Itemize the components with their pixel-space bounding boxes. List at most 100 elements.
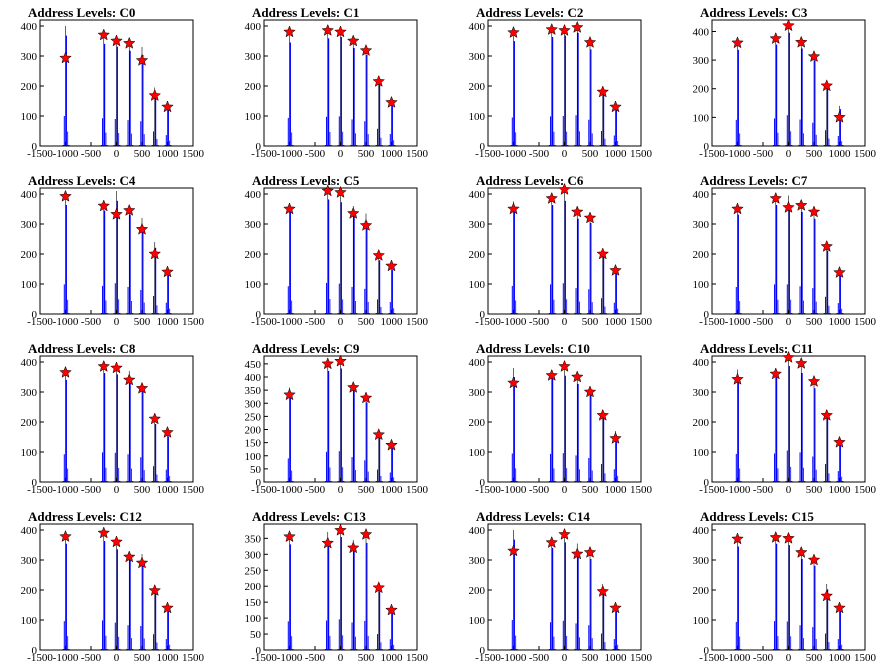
peak-marker-star: [570, 370, 584, 383]
histogram-peak: [612, 269, 620, 314]
histogram-peak: [587, 551, 594, 650]
y-tick-label: 100: [693, 615, 710, 627]
y-tick-label: 400: [21, 21, 38, 33]
peak-marker-star: [334, 354, 347, 367]
x-tick-label: 1000: [829, 148, 852, 160]
y-tick-label: 200: [469, 417, 486, 429]
chart-panel: Address Levels: C10 0 100 200 300 400 -1500 -10…: [448, 336, 672, 504]
x-tick-label: 500: [806, 484, 823, 496]
y-tick-label: 200: [21, 417, 38, 429]
histogram-peak: [798, 363, 806, 482]
x-tick-label: 0: [114, 652, 120, 664]
histogram-peak: [587, 215, 594, 314]
chart-title: Address Levels: C14: [476, 509, 590, 524]
chart-title: Address Levels: C3: [700, 5, 808, 20]
peak-marker-star: [283, 25, 296, 38]
x-tick-label: -1000: [53, 316, 79, 328]
x-tick-label: 1500: [406, 148, 429, 160]
peak-marker-star: [283, 530, 296, 543]
peak-marker-star: [807, 205, 821, 218]
histogram-peak: [363, 47, 370, 146]
x-tick-label: 1000: [157, 484, 180, 496]
histogram-peak: [126, 42, 134, 146]
y-tick-label: 300: [693, 555, 710, 567]
histogram-peak: [561, 533, 569, 650]
x-tick-label: 1500: [630, 316, 653, 328]
chart-title: Address Levels: C8: [28, 341, 136, 356]
x-tick-label: 500: [358, 484, 375, 496]
y-tick-label: 0: [704, 309, 710, 321]
peak-marker-star: [731, 36, 744, 49]
y-tick-label: 400: [245, 21, 262, 33]
peak-marker-star: [583, 385, 597, 398]
histogram-peak: [388, 266, 396, 314]
peak-marker-star: [122, 36, 136, 49]
peak-marker-star: [596, 85, 610, 98]
x-tick-label: 0: [338, 484, 344, 496]
chart-plot: 0 50 100 150 200 250 300 350 -1500 -1000 -500 0 500 1…: [245, 523, 429, 664]
x-tick-label: -500: [753, 652, 774, 664]
histogram-peak: [375, 432, 383, 482]
x-tick-label: -1000: [53, 484, 79, 496]
chart-panel: Address Levels: C0 0 100 200 300 400 -1500 -100…: [0, 0, 224, 168]
chart-panel: Address Levels: C5 0 100 200 300 400 -1500 -100…: [224, 168, 448, 336]
y-tick-label: 100: [245, 111, 262, 123]
y-tick-label: 50: [250, 464, 262, 476]
x-tick-label: 0: [786, 316, 792, 328]
histogram-peak: [548, 27, 556, 146]
histogram-peak: [798, 40, 806, 146]
y-tick-label: 300: [245, 398, 262, 410]
x-tick-label: -500: [81, 316, 102, 328]
peak-marker-star: [135, 222, 149, 235]
y-tick-label: 400: [693, 525, 710, 537]
peak-marker-star: [161, 601, 174, 614]
peak-marker-star: [321, 357, 335, 370]
y-tick-label: 100: [693, 447, 710, 459]
x-tick-label: -500: [529, 484, 550, 496]
y-tick-label: 100: [469, 447, 486, 459]
peak-marker-star: [769, 367, 783, 380]
peak-marker-star: [334, 185, 347, 198]
x-tick-label: 0: [114, 316, 120, 328]
x-tick-label: 1500: [182, 652, 205, 664]
histogram-peak: [350, 39, 358, 146]
y-tick-label: 300: [21, 387, 38, 399]
histogram-peak: [375, 77, 383, 146]
peak-marker-star: [372, 248, 386, 261]
y-tick-label: 100: [21, 279, 38, 291]
chart-title: Address Levels: C4: [28, 173, 136, 188]
y-tick-label: 200: [245, 425, 262, 437]
x-tick-label: 1000: [381, 484, 404, 496]
chart-plot: 0 100 200 300 400 -1500 -1000 -500 0 500 1000 1500: [21, 523, 205, 664]
x-tick-label: -500: [81, 484, 102, 496]
y-tick-label: 300: [693, 387, 710, 399]
y-tick-label: 400: [245, 189, 262, 201]
peak-marker-star: [507, 202, 520, 215]
histogram-peak: [139, 47, 146, 146]
peak-marker-star: [545, 368, 559, 381]
y-tick-label: 400: [21, 189, 38, 201]
histogram-peak: [561, 26, 569, 146]
peak-marker-star: [59, 189, 72, 202]
histogram-peak: [836, 270, 844, 314]
x-tick-label: 1000: [157, 316, 180, 328]
peak-marker-star: [110, 361, 123, 374]
chart-plot: 0 100 200 300 400 -1500 -1000 -500 0 500 1000 1500: [245, 184, 429, 328]
peak-marker-star: [148, 247, 162, 260]
peak-marker-star: [122, 203, 136, 216]
chart-plot: 0 100 200 300 400 -1500 -1000 -500 0 500 1000 1500: [693, 19, 877, 160]
y-tick-label: 100: [469, 615, 486, 627]
peak-marker-star: [820, 589, 834, 602]
histogram-peak: [350, 206, 358, 314]
peak-marker-star: [110, 34, 123, 47]
chart-panel: Address Levels: C2 0 100 200 300 400 -1500 -100…: [448, 0, 672, 168]
histogram-peak: [574, 375, 582, 482]
x-tick-label: 1500: [630, 484, 653, 496]
peak-marker-star: [782, 19, 795, 32]
chart-plot: 0 100 200 300 400 -1500 -1000 -500 0 500 1000 1500: [693, 350, 877, 496]
peak-marker-star: [583, 35, 597, 48]
histogram-peak: [337, 358, 345, 482]
peak-marker-star: [359, 527, 373, 540]
chart-title: Address Levels: C11: [700, 341, 814, 356]
x-tick-label: -1000: [53, 652, 79, 664]
